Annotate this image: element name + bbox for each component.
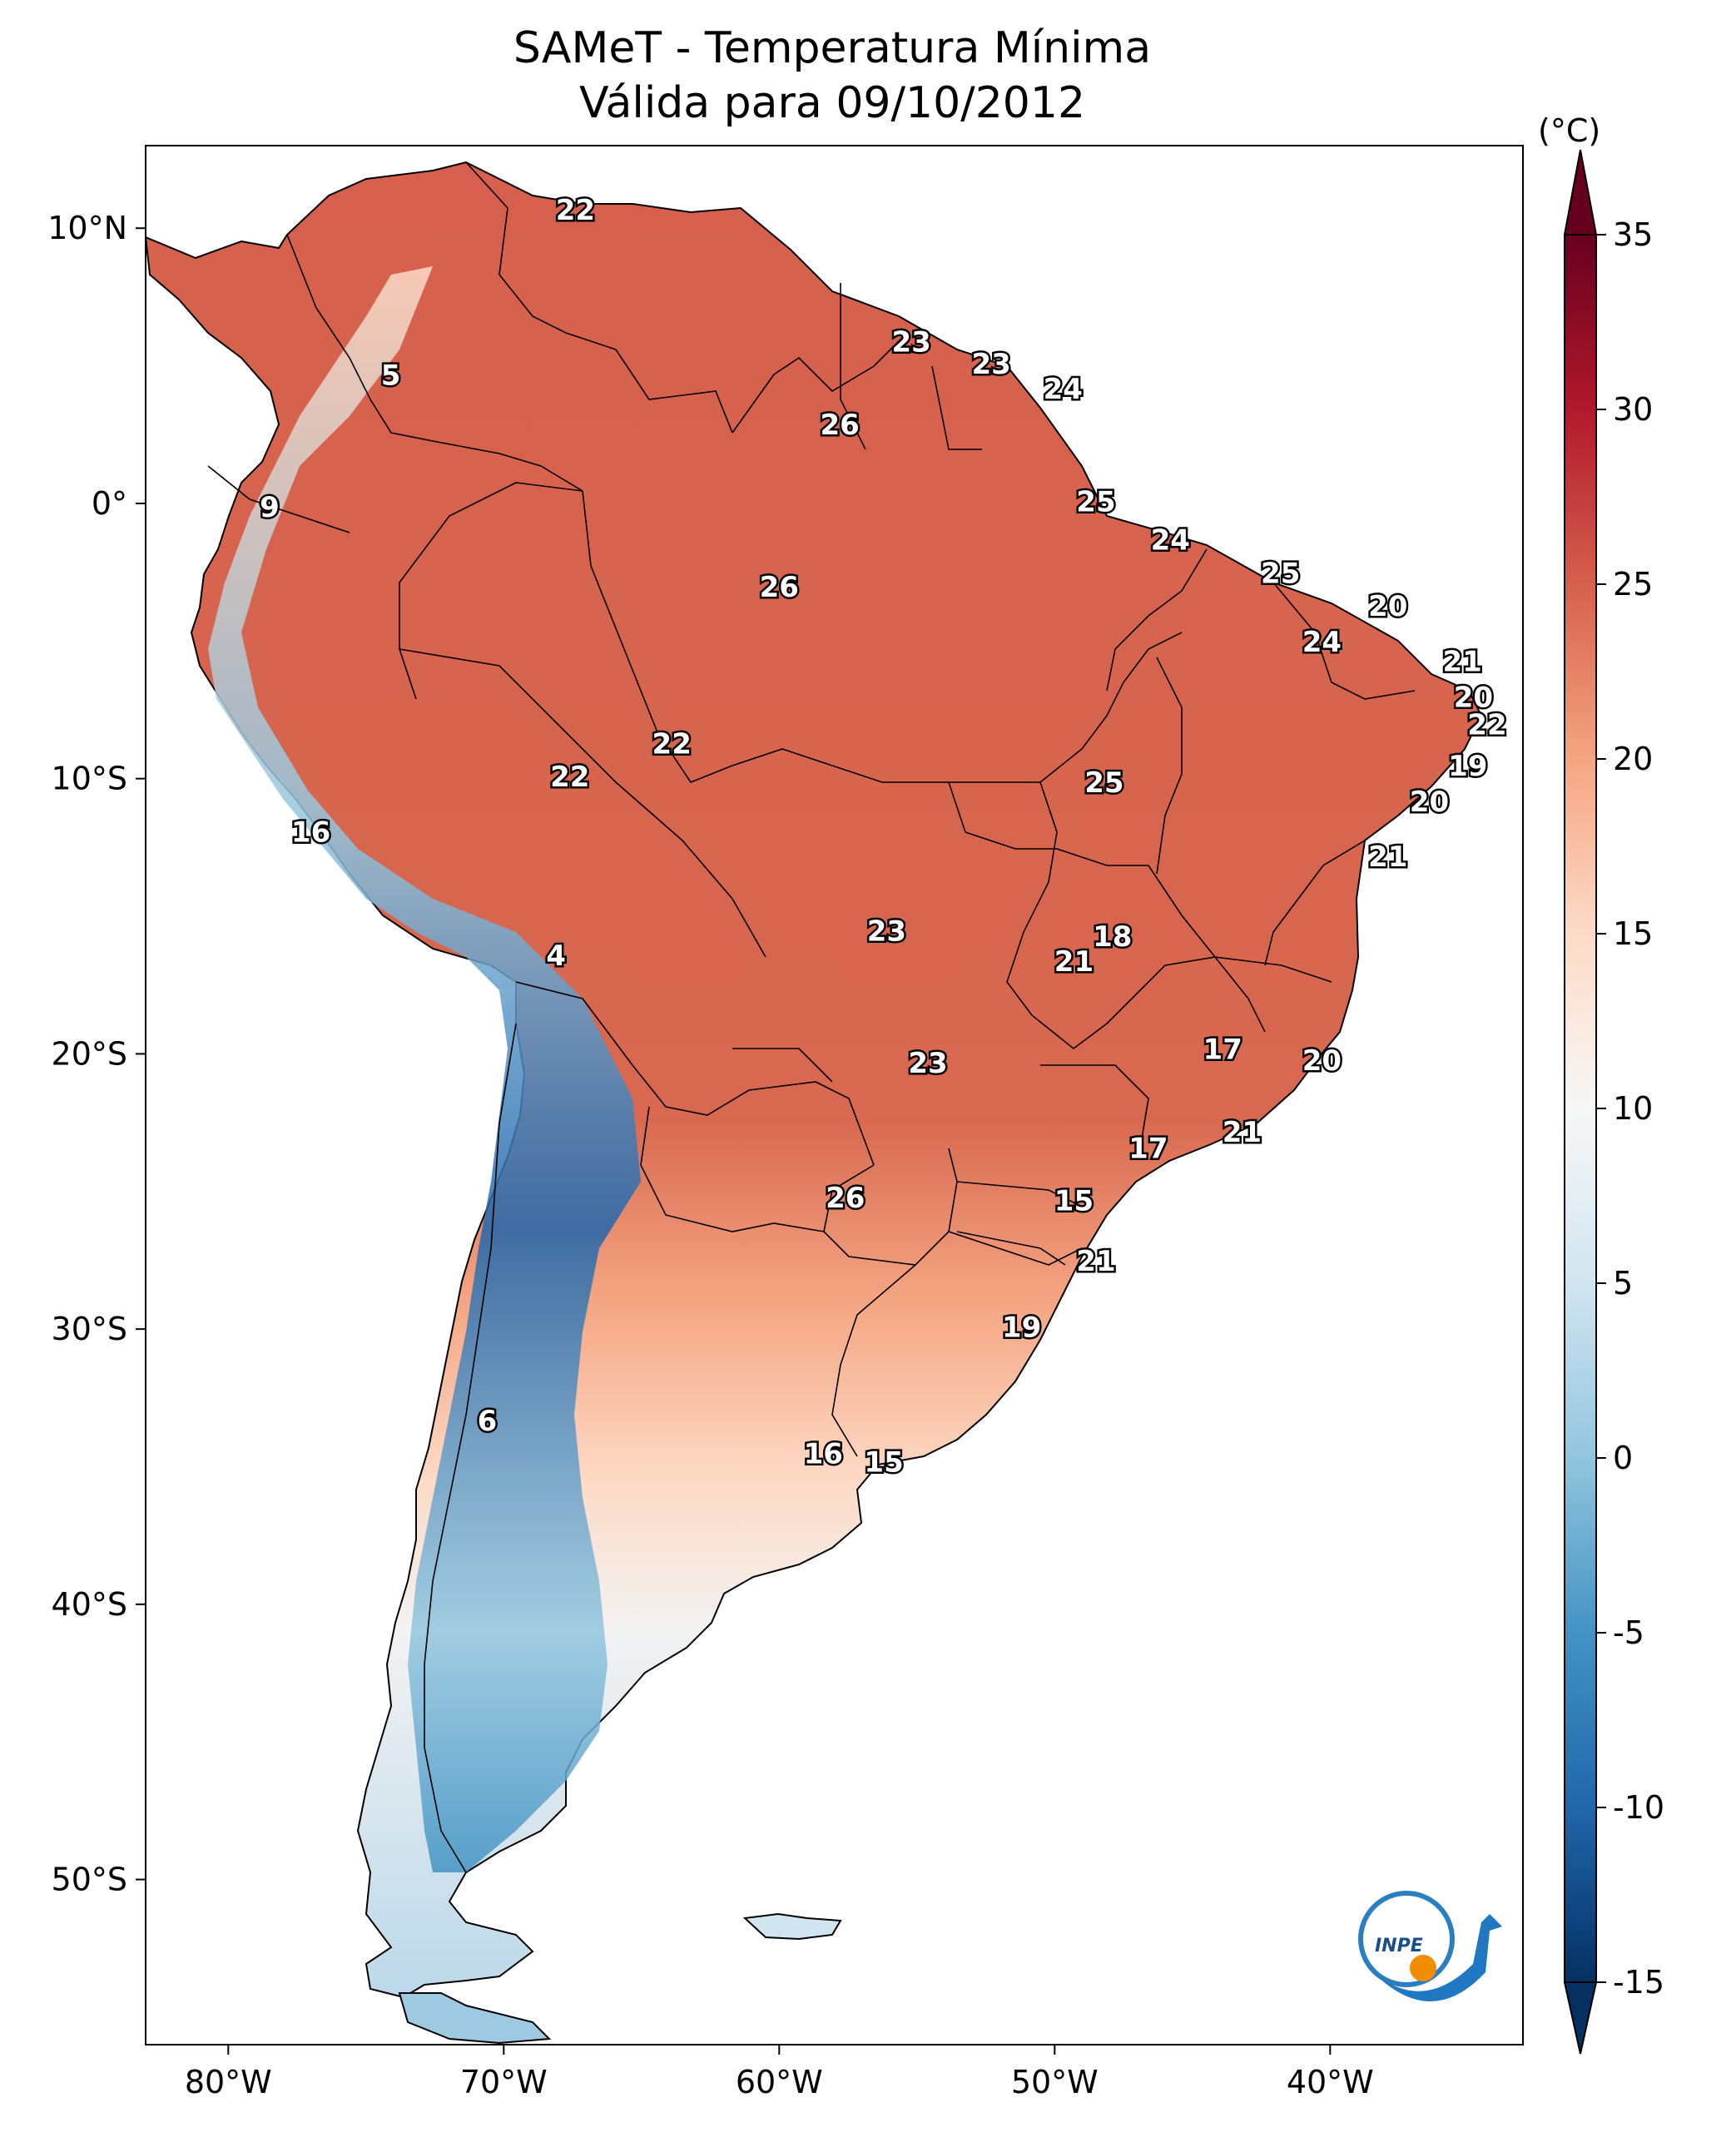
- station-value: 4: [546, 940, 566, 973]
- station-value: 26: [820, 409, 859, 442]
- station-value: 15: [1054, 1184, 1094, 1217]
- country-borders: [207, 161, 1416, 1873]
- logo-dot: [1410, 1955, 1436, 1981]
- station-value: 26: [826, 1182, 865, 1215]
- station-value: 21: [1443, 645, 1482, 678]
- station-value: 22: [1467, 708, 1506, 741]
- station-value: 24: [1302, 626, 1342, 659]
- station-value: 17: [1128, 1133, 1168, 1166]
- station-value: 19: [1002, 1312, 1041, 1345]
- lat-tick-label: 30°S: [52, 1311, 127, 1347]
- station-value: 25: [1261, 557, 1300, 590]
- logo-swoosh: [1373, 1914, 1502, 2001]
- lat-tick-label: 20°S: [52, 1035, 127, 1072]
- station-value: 18: [1093, 920, 1132, 954]
- logo-ring: [1358, 1891, 1455, 1987]
- lat-tick-label: 50°S: [52, 1862, 127, 1898]
- lat-tick-label: 0°: [92, 485, 127, 522]
- station-value: 16: [291, 816, 330, 849]
- lat-tick-label: 10°S: [52, 761, 127, 797]
- colorbar-max-arrow: [1563, 149, 1598, 236]
- station-value: 20: [1454, 681, 1493, 714]
- lon-tick-label: 50°W: [1011, 2064, 1099, 2100]
- station-value: 16: [804, 1438, 843, 1471]
- falkland-islands: [742, 1912, 842, 1941]
- colorbar-tick-label: 15: [1613, 915, 1653, 952]
- station-value: 19: [1448, 750, 1487, 783]
- lat-tick-label: 10°N: [47, 210, 127, 246]
- lon-tick-label: 70°W: [460, 2064, 548, 2100]
- colorbar-tick-label: -5: [1613, 1614, 1644, 1651]
- colorbar-tick-label: -10: [1613, 1789, 1664, 1826]
- station-value: 20: [1410, 786, 1449, 819]
- andes-cold-band: [208, 266, 641, 1872]
- colorbar-tick-label: -15: [1613, 1964, 1664, 2001]
- station-value: 24: [1044, 373, 1083, 406]
- colorbar-unit: (°C): [1538, 112, 1600, 149]
- colorbar-tick-label: 20: [1613, 741, 1653, 777]
- station-value: 20: [1368, 590, 1407, 623]
- station-value: 23: [908, 1047, 947, 1080]
- station-value: 23: [892, 326, 931, 359]
- lon-tick-label: 80°W: [185, 2064, 272, 2100]
- inpe-logo: INPE: [1358, 1891, 1502, 2001]
- station-value: 22: [556, 194, 595, 227]
- logo-text: INPE: [1375, 1936, 1423, 1956]
- map-title: SAMeT - Temperatura Mínima: [513, 23, 1152, 73]
- colorbar-tick-label: 35: [1613, 216, 1653, 253]
- colorbar-tick-label: 25: [1613, 566, 1653, 602]
- station-value: 26: [760, 571, 799, 604]
- lat-tick-label: 40°S: [52, 1586, 127, 1623]
- colorbar-ticks: 35 30 25 20 15 10 5 0 -5 -10 -15: [1596, 216, 1664, 2001]
- station-value: 21: [1368, 840, 1407, 874]
- station-value: 21: [1076, 1245, 1115, 1278]
- station-value: 20: [1302, 1044, 1342, 1078]
- map-subtitle: Válida para 09/10/2012: [578, 78, 1086, 128]
- station-value: 25: [1076, 485, 1115, 518]
- lon-tick-label: 40°W: [1287, 2064, 1374, 2100]
- station-value: 5: [381, 359, 401, 392]
- longitude-axis: 80°W 70°W 60°W 50°W 40°W: [185, 2045, 1374, 2100]
- station-value: 21: [1054, 945, 1094, 979]
- station-value: 17: [1203, 1034, 1242, 1067]
- latitude-axis: 10°N 0° 10°S 20°S 30°S 40°S 50°S: [47, 210, 146, 1898]
- station-value: 24: [1151, 524, 1190, 558]
- colorbar-tick-label: 0: [1613, 1440, 1633, 1476]
- colorbar-gradient: [1564, 234, 1597, 1983]
- colorbar-min-arrow: [1563, 1981, 1598, 2055]
- station-value: 23: [972, 348, 1011, 381]
- station-value: 9: [260, 491, 280, 524]
- colorbar-tick-label: 30: [1613, 391, 1653, 428]
- station-value: 6: [478, 1405, 498, 1438]
- station-value: 22: [550, 761, 589, 794]
- station-value: 21: [1223, 1116, 1262, 1149]
- continent-layer: [146, 161, 1483, 2045]
- tierra-del-fuego: [398, 1992, 552, 2045]
- station-value: 23: [867, 915, 906, 948]
- station-value: 15: [864, 1446, 903, 1480]
- station-value: 25: [1084, 766, 1123, 800]
- colorbar-tick-label: 10: [1613, 1090, 1653, 1127]
- lon-tick-label: 60°W: [736, 2064, 823, 2100]
- colorbar: (°C) 35 30 25 20 15 10 5 0 -5 -10 -15: [1538, 112, 1664, 2055]
- colorbar-tick-label: 5: [1613, 1265, 1633, 1302]
- station-value: 22: [652, 727, 692, 761]
